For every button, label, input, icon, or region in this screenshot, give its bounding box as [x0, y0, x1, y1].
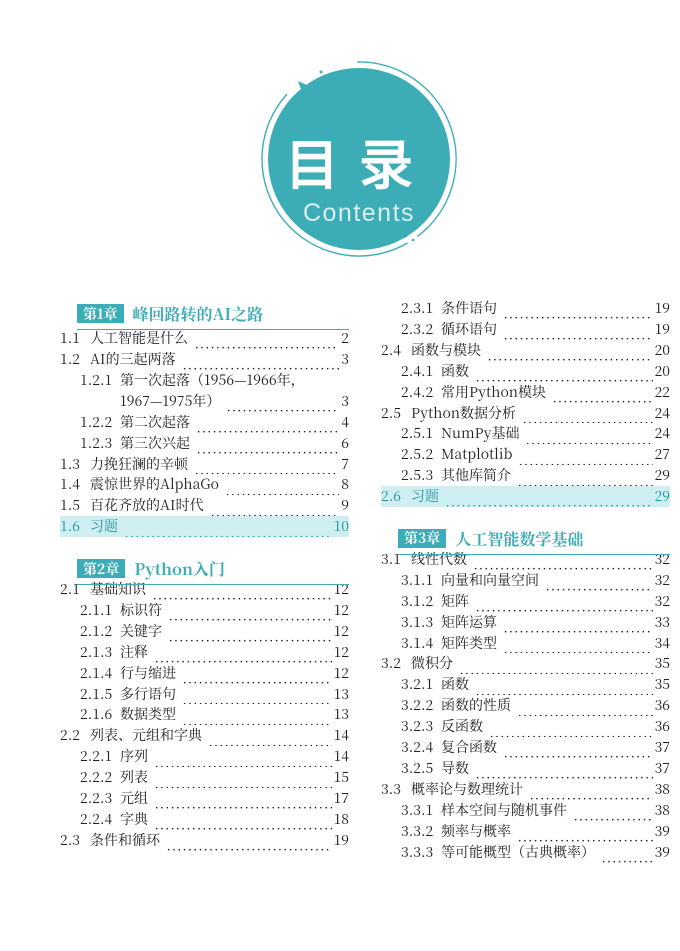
svg-text:目录: 目录 — [285, 136, 433, 196]
svg-text:Contents: Contents — [303, 199, 415, 227]
